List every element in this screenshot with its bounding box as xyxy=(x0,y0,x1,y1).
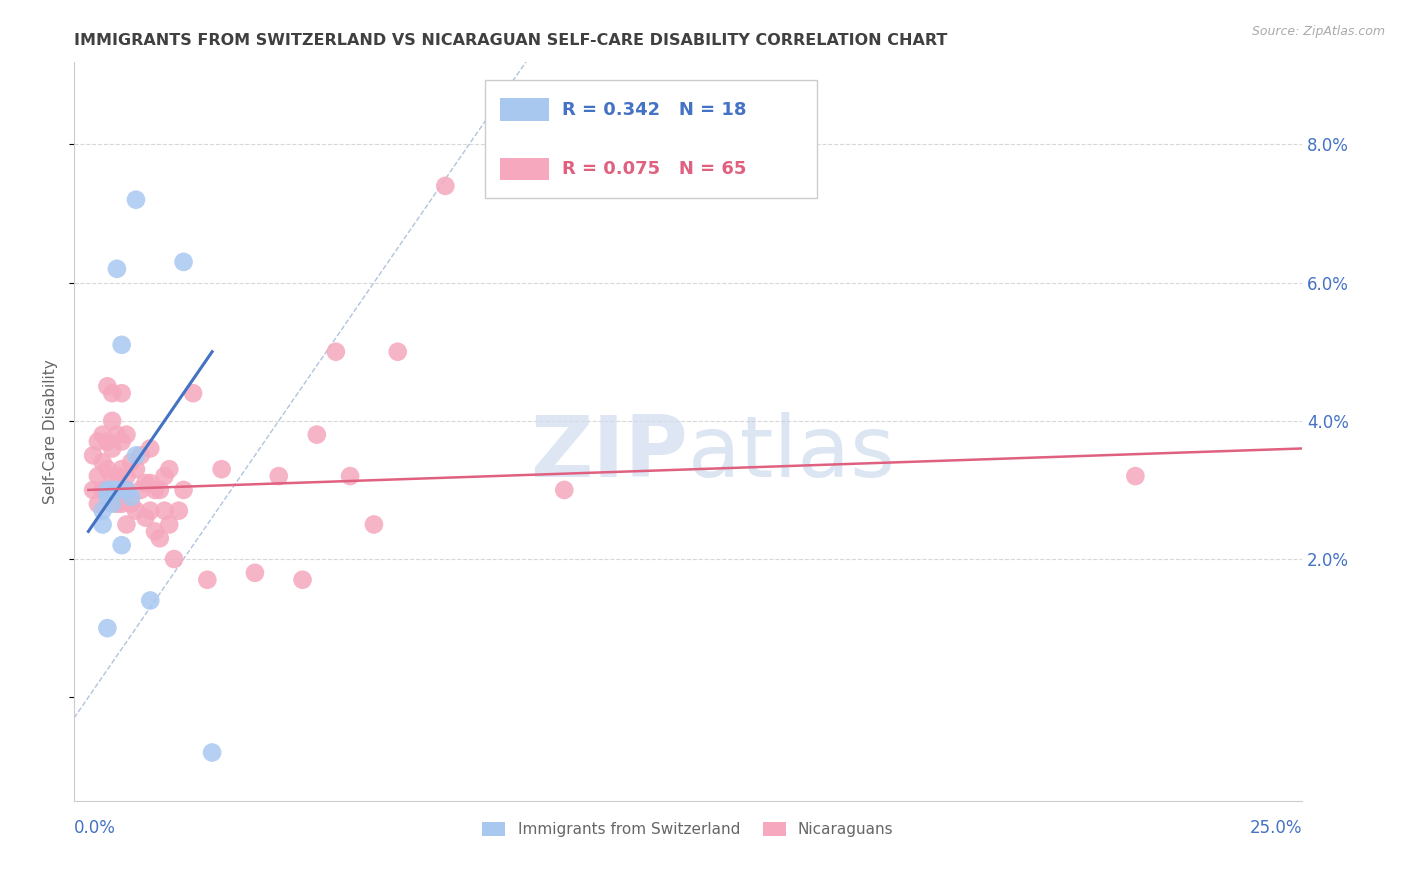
Point xyxy=(125,449,148,463)
Point xyxy=(267,469,290,483)
Legend: Immigrants from Switzerland, Nicaraguans: Immigrants from Switzerland, Nicaraguans xyxy=(475,814,901,845)
Point xyxy=(111,497,134,511)
Point xyxy=(291,573,314,587)
Point xyxy=(139,442,162,456)
Point xyxy=(125,462,148,476)
Point xyxy=(101,483,124,497)
Point xyxy=(434,178,457,193)
Text: ZIP: ZIP xyxy=(530,412,688,495)
Point xyxy=(157,517,180,532)
Point xyxy=(173,255,195,269)
Point xyxy=(87,434,110,449)
Point xyxy=(111,462,134,476)
Point xyxy=(149,531,172,545)
Point xyxy=(157,462,180,476)
Point xyxy=(87,469,110,483)
Point xyxy=(167,503,190,517)
Y-axis label: Self-Care Disability: Self-Care Disability xyxy=(44,359,58,504)
Point xyxy=(111,434,134,449)
Point xyxy=(91,503,114,517)
Point xyxy=(139,476,162,491)
Point xyxy=(120,455,142,469)
Point xyxy=(792,178,814,193)
FancyBboxPatch shape xyxy=(501,158,550,180)
Point xyxy=(125,193,148,207)
Point xyxy=(153,503,176,517)
FancyBboxPatch shape xyxy=(485,80,817,198)
Point xyxy=(1125,469,1147,483)
Point xyxy=(325,344,347,359)
Point xyxy=(553,483,575,497)
Point xyxy=(153,469,176,483)
Point xyxy=(111,538,134,552)
Text: atlas: atlas xyxy=(688,412,896,495)
Point xyxy=(101,414,124,428)
Point xyxy=(143,524,166,539)
Point xyxy=(134,476,156,491)
Point xyxy=(82,483,104,497)
Point xyxy=(115,483,138,497)
Point xyxy=(115,517,138,532)
Text: 25.0%: 25.0% xyxy=(1250,820,1302,838)
Point xyxy=(96,490,118,504)
Point xyxy=(101,469,124,483)
Point xyxy=(96,483,118,497)
Point xyxy=(243,566,266,580)
Text: Source: ZipAtlas.com: Source: ZipAtlas.com xyxy=(1251,25,1385,38)
Point xyxy=(87,497,110,511)
Point xyxy=(120,490,142,504)
Point xyxy=(305,427,328,442)
Point xyxy=(111,338,134,352)
Text: R = 0.075   N = 65: R = 0.075 N = 65 xyxy=(561,160,747,178)
Point xyxy=(163,552,186,566)
Point xyxy=(134,510,156,524)
Point xyxy=(139,593,162,607)
FancyBboxPatch shape xyxy=(501,98,550,120)
Text: IMMIGRANTS FROM SWITZERLAND VS NICARAGUAN SELF-CARE DISABILITY CORRELATION CHART: IMMIGRANTS FROM SWITZERLAND VS NICARAGUA… xyxy=(75,33,948,48)
Point xyxy=(105,483,128,497)
Text: R = 0.342   N = 18: R = 0.342 N = 18 xyxy=(561,101,747,119)
Point xyxy=(96,434,118,449)
Point xyxy=(105,261,128,276)
Point xyxy=(101,497,124,511)
Point xyxy=(105,427,128,442)
Point xyxy=(139,503,162,517)
Text: 0.0%: 0.0% xyxy=(75,820,115,838)
Point xyxy=(96,621,118,635)
Point xyxy=(129,483,152,497)
Point xyxy=(363,517,385,532)
Point xyxy=(120,497,142,511)
Point xyxy=(105,497,128,511)
Point xyxy=(91,455,114,469)
Point xyxy=(91,483,114,497)
Point xyxy=(91,517,114,532)
Point xyxy=(91,427,114,442)
Point xyxy=(101,483,124,497)
Point xyxy=(149,483,172,497)
Point xyxy=(82,449,104,463)
Point xyxy=(96,483,118,497)
Point xyxy=(129,449,152,463)
Point xyxy=(201,746,224,760)
Point xyxy=(339,469,361,483)
Point xyxy=(211,462,233,476)
Point xyxy=(101,442,124,456)
Point xyxy=(173,483,195,497)
Point xyxy=(125,503,148,517)
Point xyxy=(96,462,118,476)
Point xyxy=(96,379,118,393)
Point xyxy=(181,386,204,401)
Point xyxy=(111,386,134,401)
Point xyxy=(101,386,124,401)
Point xyxy=(115,469,138,483)
Point xyxy=(143,483,166,497)
Point xyxy=(195,573,218,587)
Point xyxy=(387,344,409,359)
Point xyxy=(115,427,138,442)
Point xyxy=(105,469,128,483)
Point xyxy=(115,483,138,497)
